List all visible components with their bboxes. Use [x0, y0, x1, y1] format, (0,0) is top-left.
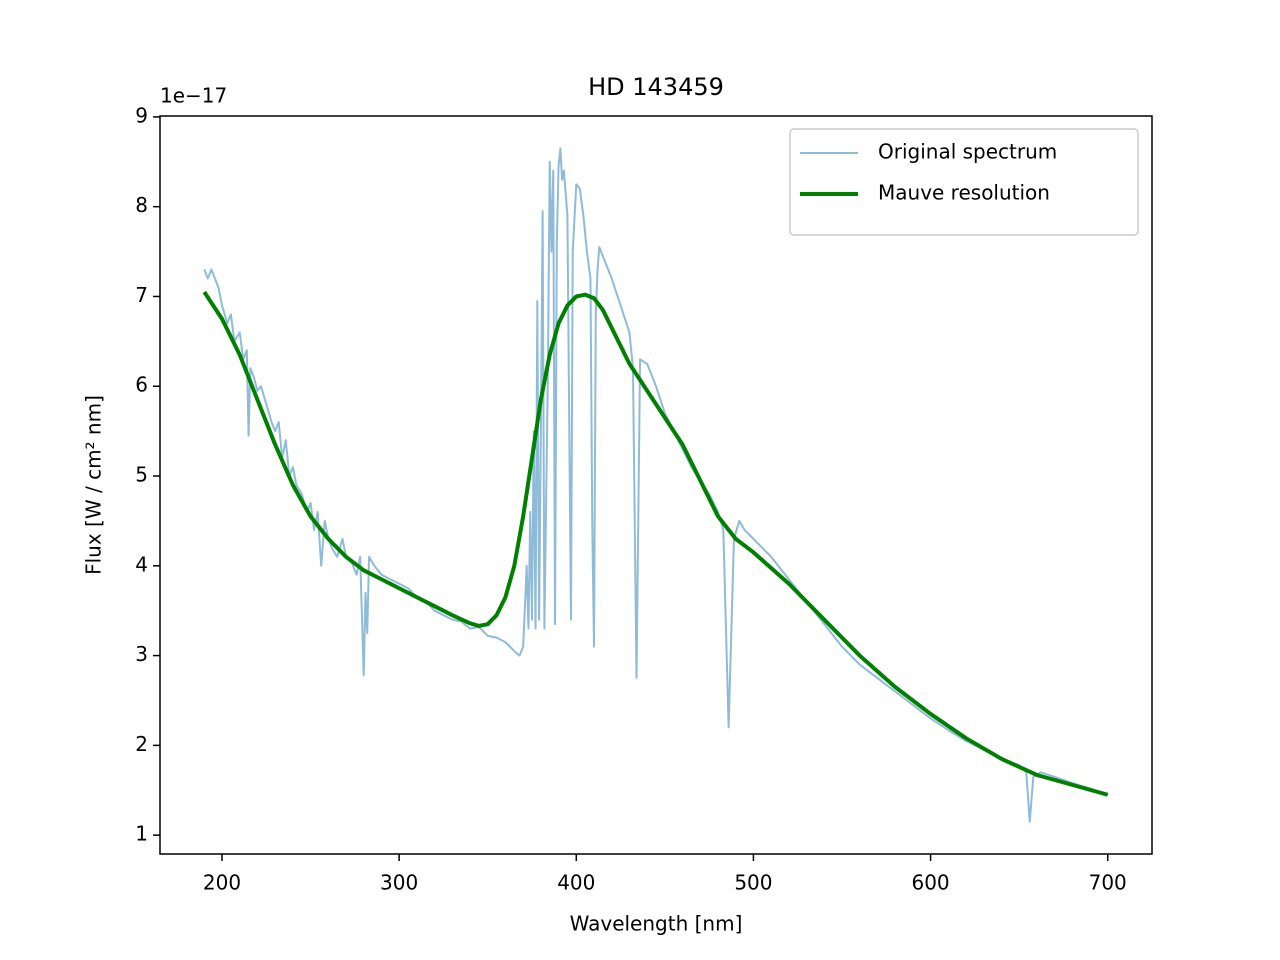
x-tick-label: 200 [203, 871, 241, 895]
legend-box [789, 128, 1139, 236]
chart-title: HD 143459 [588, 73, 724, 101]
y-offset-label: 1e−17 [160, 84, 227, 108]
y-tick-label: 7 [135, 283, 148, 307]
x-tick-label: 400 [557, 871, 595, 895]
legend-label: Mauve resolution [878, 181, 1050, 205]
x-tick-label: 700 [1089, 871, 1127, 895]
y-tick-label: 2 [135, 732, 148, 756]
y-tick-label: 5 [135, 463, 148, 487]
y-tick-label: 9 [135, 103, 148, 127]
y-tick-label: 8 [135, 193, 148, 217]
y-tick-label: 6 [135, 373, 148, 397]
series-line [203, 147, 1109, 823]
y-tick-label: 3 [135, 642, 148, 666]
y-tick-label: 4 [135, 552, 148, 576]
x-tick-label: 500 [734, 871, 772, 895]
plot-frame [159, 115, 1153, 855]
x-tick-label: 300 [380, 871, 418, 895]
series-line [202, 290, 1109, 797]
x-axis-label: Wavelength [nm] [570, 912, 743, 936]
y-tick-label: 1 [135, 822, 148, 846]
x-tick-label: 600 [911, 871, 949, 895]
y-axis-label: Flux [W / cm² nm] [82, 395, 106, 575]
legend-label: Original spectrum [878, 140, 1057, 164]
